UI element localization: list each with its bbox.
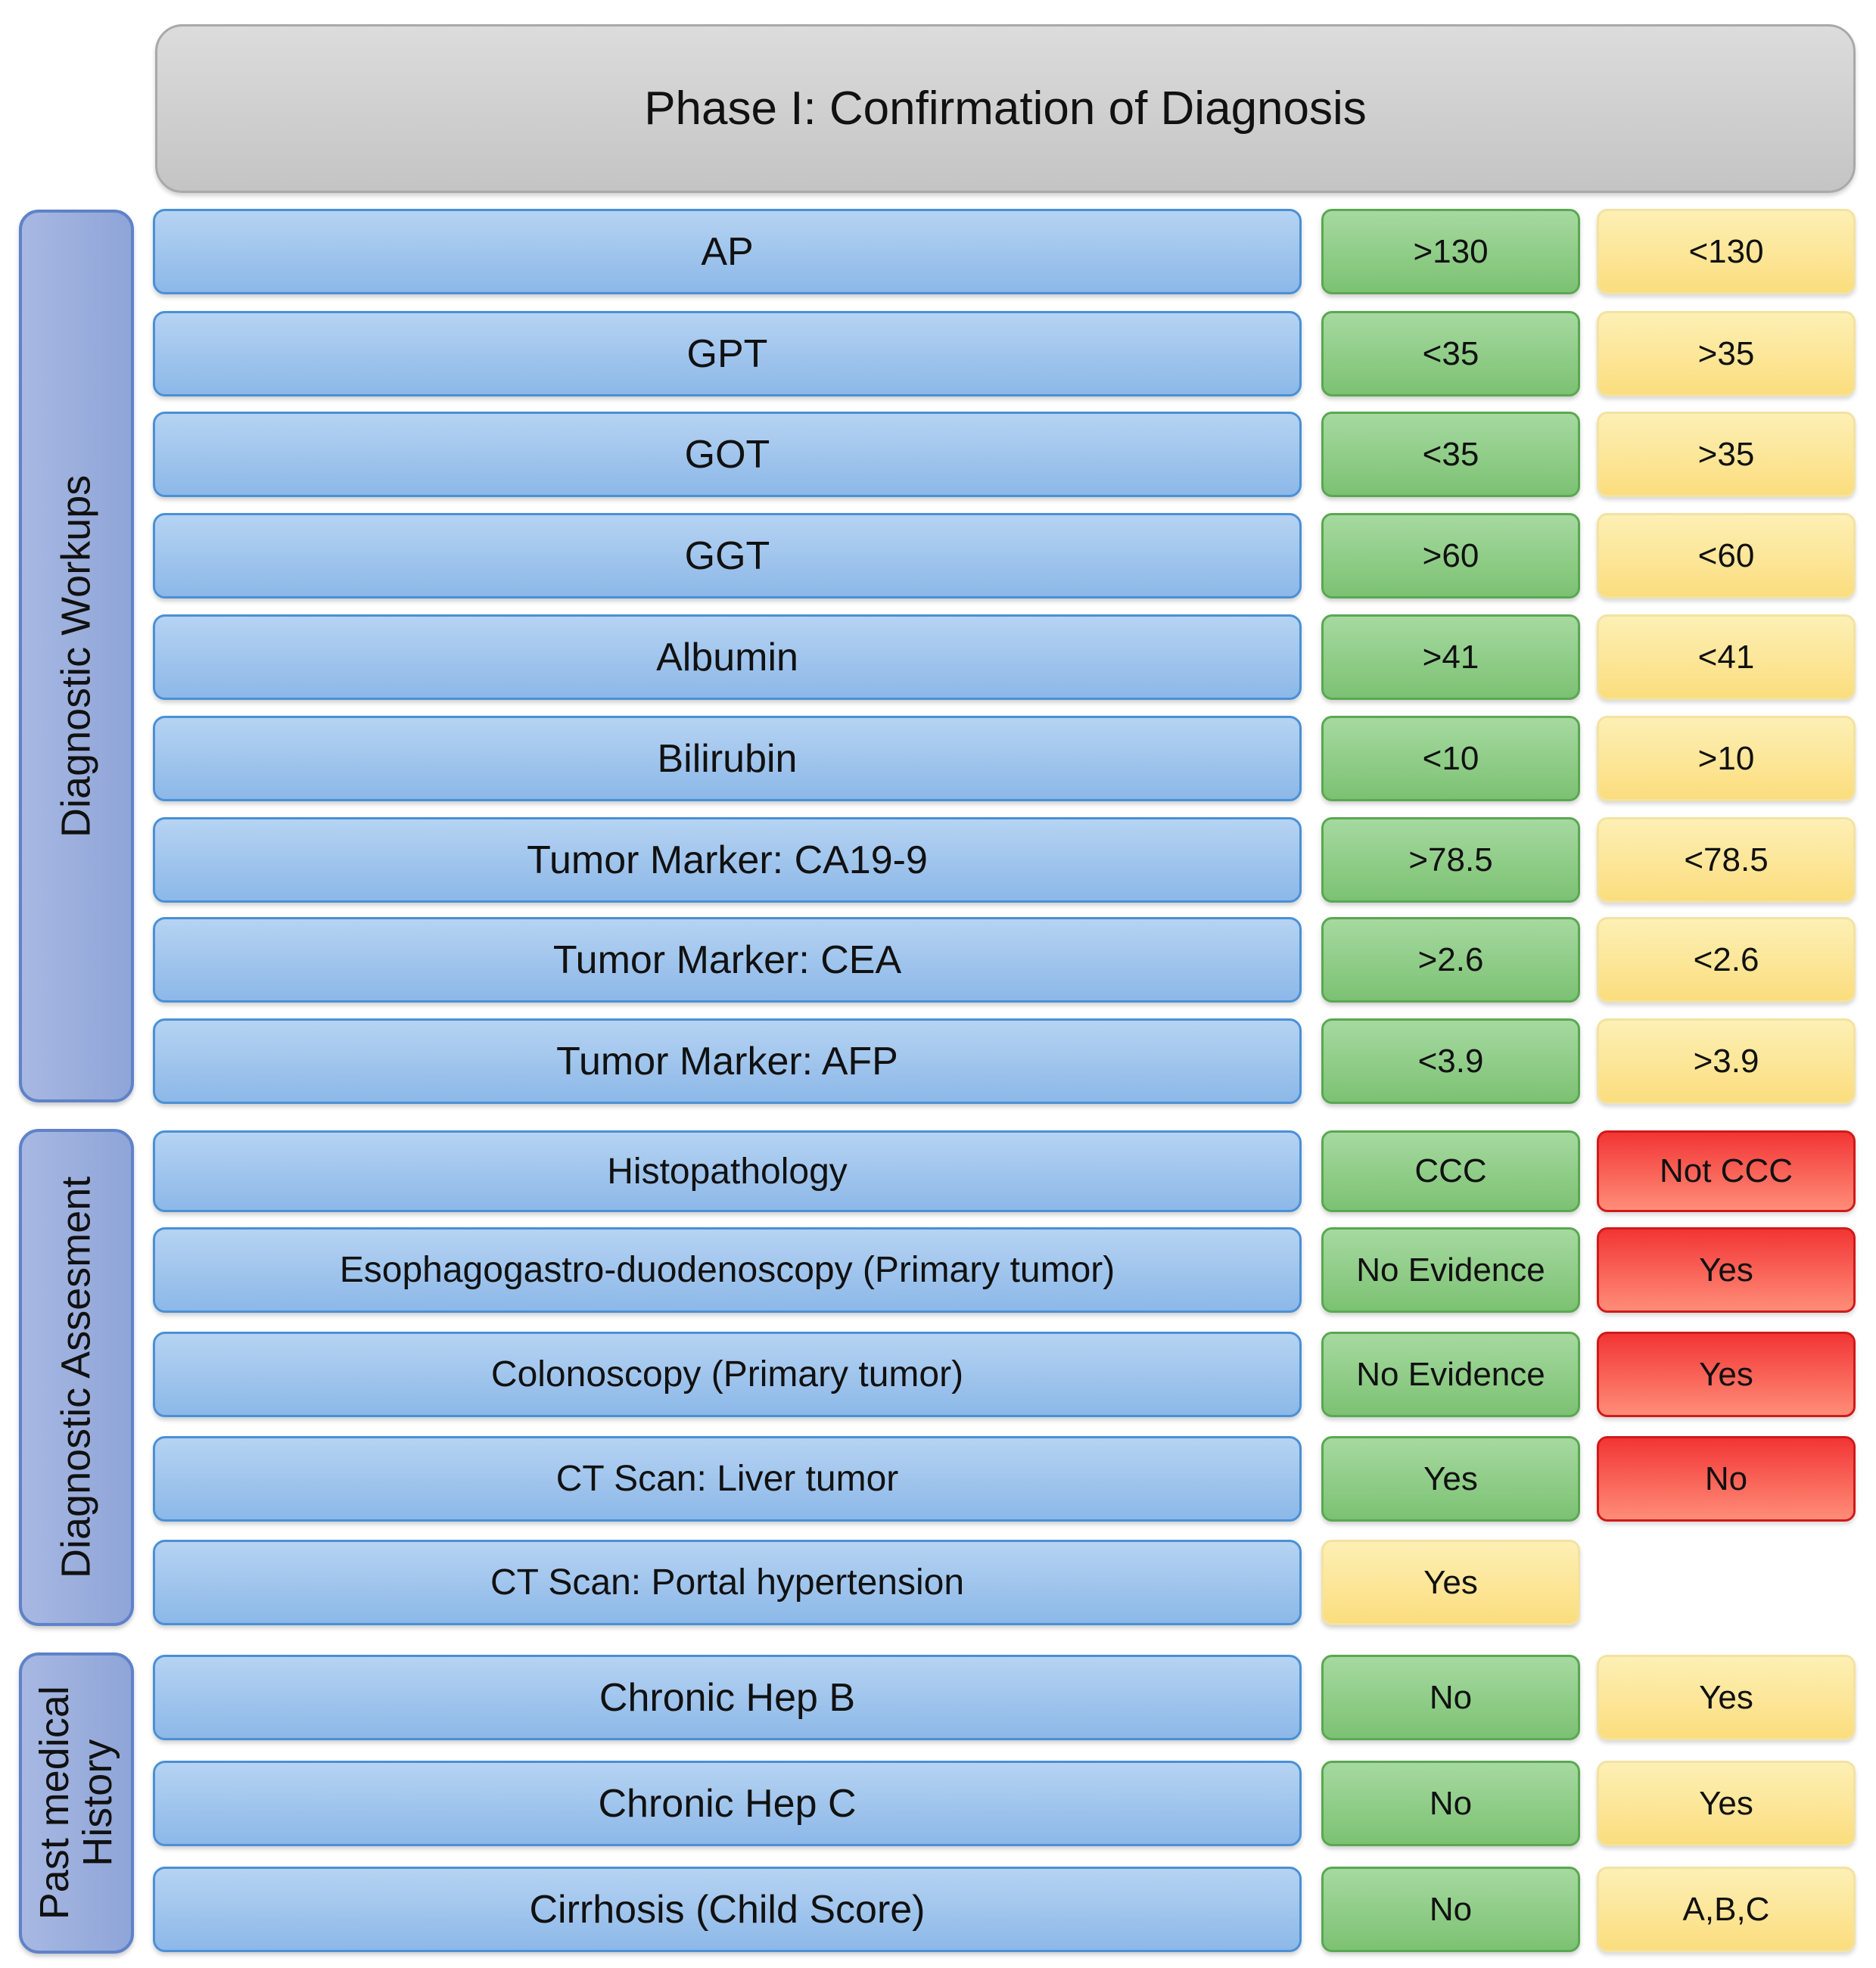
normal-value-egd: No Evidence bbox=[1321, 1227, 1580, 1313]
test-ggt: GGT bbox=[153, 513, 1302, 598]
abnormal-value-cea: <2.6 bbox=[1597, 917, 1856, 1003]
normal-value-chronic-hep-b: No bbox=[1321, 1655, 1580, 1740]
history-cirrhosis: Cirrhosis (Child Score) bbox=[153, 1867, 1302, 1952]
abnormal-value-ca19-9: <78.5 bbox=[1597, 817, 1856, 903]
history-chronic-hep-b: Chronic Hep B bbox=[153, 1655, 1302, 1740]
abnormal-value-chronic-hep-b: Yes bbox=[1597, 1655, 1856, 1740]
normal-value-colonoscopy: No Evidence bbox=[1321, 1332, 1580, 1417]
normal-value-bilirubin: <10 bbox=[1321, 716, 1580, 801]
normal-value-ap: >130 bbox=[1321, 209, 1580, 294]
category-label-line2: History bbox=[75, 1739, 121, 1867]
category-diagnostic-assessment: Diagnostic Assesment bbox=[19, 1129, 134, 1626]
test-albumin: Albumin bbox=[153, 614, 1302, 700]
abnormal-value-bilirubin: >10 bbox=[1597, 716, 1856, 801]
normal-value-albumin: >41 bbox=[1321, 614, 1580, 700]
abnormal-value-gpt: >35 bbox=[1597, 311, 1856, 396]
test-afp: Tumor Marker: AFP bbox=[153, 1018, 1302, 1104]
test-colonoscopy: Colonoscopy (Primary tumor) bbox=[153, 1332, 1302, 1417]
category-label: Diagnostic Assesment bbox=[53, 1176, 99, 1579]
test-ct-liver-tumor: CT Scan: Liver tumor bbox=[153, 1436, 1302, 1522]
test-ca19-9: Tumor Marker: CA19-9 bbox=[153, 817, 1302, 903]
test-gpt: GPT bbox=[153, 311, 1302, 396]
normal-value-chronic-hep-c: No bbox=[1321, 1761, 1580, 1846]
test-egd: Esophagogastro-duodenoscopy (Primary tum… bbox=[153, 1227, 1302, 1313]
normal-value-ct-liver-tumor: Yes bbox=[1321, 1436, 1580, 1522]
exclusion-value-ct-liver-tumor: No bbox=[1597, 1436, 1856, 1522]
category-diagnostic-workups: Diagnostic Workups bbox=[19, 210, 134, 1102]
abnormal-value-ggt: <60 bbox=[1597, 513, 1856, 598]
category-label: Diagnostic Workups bbox=[53, 474, 99, 838]
exclusion-value-egd: Yes bbox=[1597, 1227, 1856, 1313]
normal-value-histopathology: CCC bbox=[1321, 1130, 1580, 1212]
abnormal-value-albumin: <41 bbox=[1597, 614, 1856, 700]
category-label-line1: Past medical bbox=[32, 1686, 78, 1920]
test-histopathology: Histopathology bbox=[153, 1130, 1302, 1212]
abnormal-value-chronic-hep-c: Yes bbox=[1597, 1761, 1856, 1846]
normal-value-got: <35 bbox=[1321, 412, 1580, 497]
test-cea: Tumor Marker: CEA bbox=[153, 917, 1302, 1003]
normal-value-afp: <3.9 bbox=[1321, 1018, 1580, 1104]
category-label: Past medical History bbox=[32, 1686, 121, 1920]
test-ct-portal-hypertension: CT Scan: Portal hypertension bbox=[153, 1540, 1302, 1625]
test-ap: AP bbox=[153, 209, 1302, 294]
test-bilirubin: Bilirubin bbox=[153, 716, 1302, 801]
category-past-medical-history: Past medical History bbox=[19, 1652, 134, 1954]
normal-value-cea: >2.6 bbox=[1321, 917, 1580, 1003]
phase-title: Phase I: Confirmation of Diagnosis bbox=[155, 24, 1856, 193]
normal-value-ggt: >60 bbox=[1321, 513, 1580, 598]
normal-value-gpt: <35 bbox=[1321, 311, 1580, 396]
abnormal-value-ap: <130 bbox=[1597, 209, 1856, 294]
history-chronic-hep-c: Chronic Hep C bbox=[153, 1761, 1302, 1846]
test-got: GOT bbox=[153, 412, 1302, 497]
abnormal-value-cirrhosis: A,B,C bbox=[1597, 1867, 1856, 1952]
normal-value-ca19-9: >78.5 bbox=[1321, 817, 1580, 903]
exclusion-value-histopathology: Not CCC bbox=[1597, 1130, 1856, 1212]
abnormal-value-ct-portal-hypertension: Yes bbox=[1321, 1540, 1580, 1625]
exclusion-value-colonoscopy: Yes bbox=[1597, 1332, 1856, 1417]
normal-value-cirrhosis: No bbox=[1321, 1867, 1580, 1952]
abnormal-value-got: >35 bbox=[1597, 412, 1856, 497]
abnormal-value-afp: >3.9 bbox=[1597, 1018, 1856, 1104]
